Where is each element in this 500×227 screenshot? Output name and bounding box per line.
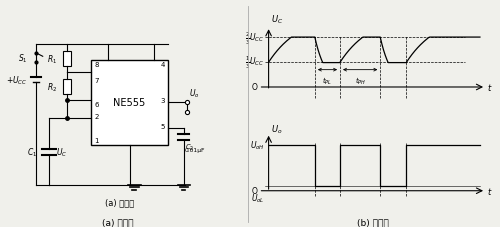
Text: 5: 5	[160, 123, 165, 129]
Text: (b) 波形图: (b) 波形图	[356, 218, 388, 227]
Text: $\frac{2}{3}U_{CC}$: $\frac{2}{3}U_{CC}$	[245, 30, 264, 46]
Text: 1: 1	[94, 138, 98, 143]
Text: $+U_{CC}$: $+U_{CC}$	[6, 74, 28, 87]
Text: $R_1$: $R_1$	[47, 53, 57, 65]
Text: NE555: NE555	[114, 98, 146, 108]
Text: 0.01μF: 0.01μF	[185, 147, 206, 152]
Bar	[91, 61, 168, 145]
Text: $U_{oL}$: $U_{oL}$	[251, 191, 264, 204]
Text: 6: 6	[94, 102, 98, 108]
Text: $U_o$: $U_o$	[270, 123, 282, 135]
Bar	[64, 51, 71, 67]
Text: $t$: $t$	[487, 185, 492, 196]
Text: 2: 2	[94, 114, 98, 120]
Bar	[64, 79, 71, 95]
Text: 8: 8	[94, 62, 98, 68]
Text: 4: 4	[160, 62, 165, 68]
Text: 7: 7	[94, 78, 98, 84]
Text: $S_1$: $S_1$	[18, 52, 28, 64]
Text: $U_o$: $U_o$	[189, 88, 200, 100]
Text: $t_{PL}$: $t_{PL}$	[322, 76, 332, 87]
Text: $U_{oH}$: $U_{oH}$	[250, 139, 264, 152]
Text: $t$: $t$	[487, 82, 492, 93]
Text: $U_C$: $U_C$	[56, 146, 68, 158]
Text: $t_{PH}$: $t_{PH}$	[354, 76, 366, 87]
Text: O: O	[252, 186, 258, 195]
Text: $U_C$: $U_C$	[270, 13, 283, 26]
Text: (a) 原理图: (a) 原理图	[106, 198, 134, 207]
Text: $C_2$: $C_2$	[185, 142, 194, 152]
Text: (a) 原理图: (a) 原理图	[102, 218, 133, 227]
Text: $R_2$: $R_2$	[47, 81, 57, 93]
Text: O: O	[252, 83, 258, 92]
Text: $\frac{1}{3}U_{CC}$: $\frac{1}{3}U_{CC}$	[245, 55, 264, 71]
Text: 3: 3	[160, 98, 165, 104]
Text: $C_1$: $C_1$	[27, 146, 37, 158]
